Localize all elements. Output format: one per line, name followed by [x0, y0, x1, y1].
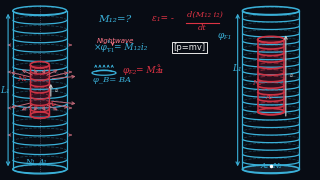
Text: [p=mv]: [p=mv]: [174, 43, 206, 52]
Text: °: °: [106, 41, 110, 49]
Text: φ: φ: [122, 66, 128, 75]
Text: T-2: T-2: [127, 70, 137, 75]
Text: °: °: [156, 64, 160, 72]
Text: N₁: N₁: [272, 162, 282, 170]
Text: φ_B= BA: φ_B= BA: [93, 76, 131, 84]
Ellipse shape: [243, 165, 300, 174]
Text: M₁₂=?: M₁₂=?: [98, 15, 132, 24]
Bar: [258, 40, 284, 112]
Text: = M₂₁: = M₂₁: [136, 66, 163, 75]
Text: = M₁₂i₂: = M₁₂i₂: [114, 43, 147, 52]
Text: N₂: N₂: [252, 79, 261, 87]
Text: A₁: A₁: [260, 162, 269, 170]
Text: T-1: T-1: [223, 35, 232, 40]
Text: T-1: T-1: [106, 48, 115, 53]
Text: A₂: A₂: [266, 93, 273, 101]
Text: dt: dt: [198, 24, 207, 32]
Text: φ: φ: [217, 31, 223, 40]
Text: i₂: i₂: [55, 87, 60, 93]
Text: L₁: L₁: [0, 86, 10, 94]
Text: N₂: N₂: [17, 75, 27, 83]
Text: L₁: L₁: [232, 64, 242, 73]
Text: N₁: N₁: [25, 158, 35, 166]
Text: i₁: i₁: [157, 66, 164, 75]
Text: A₁: A₁: [39, 158, 47, 166]
Text: ε₁= -: ε₁= -: [152, 14, 174, 22]
Bar: [30, 65, 49, 115]
Text: Nightwave: Nightwave: [97, 37, 134, 44]
Text: A₂: A₂: [49, 100, 56, 108]
Text: ×φ: ×φ: [93, 43, 107, 52]
Text: d(M₁₂ i₂): d(M₁₂ i₂): [187, 11, 223, 19]
Text: i₂: i₂: [290, 73, 294, 78]
